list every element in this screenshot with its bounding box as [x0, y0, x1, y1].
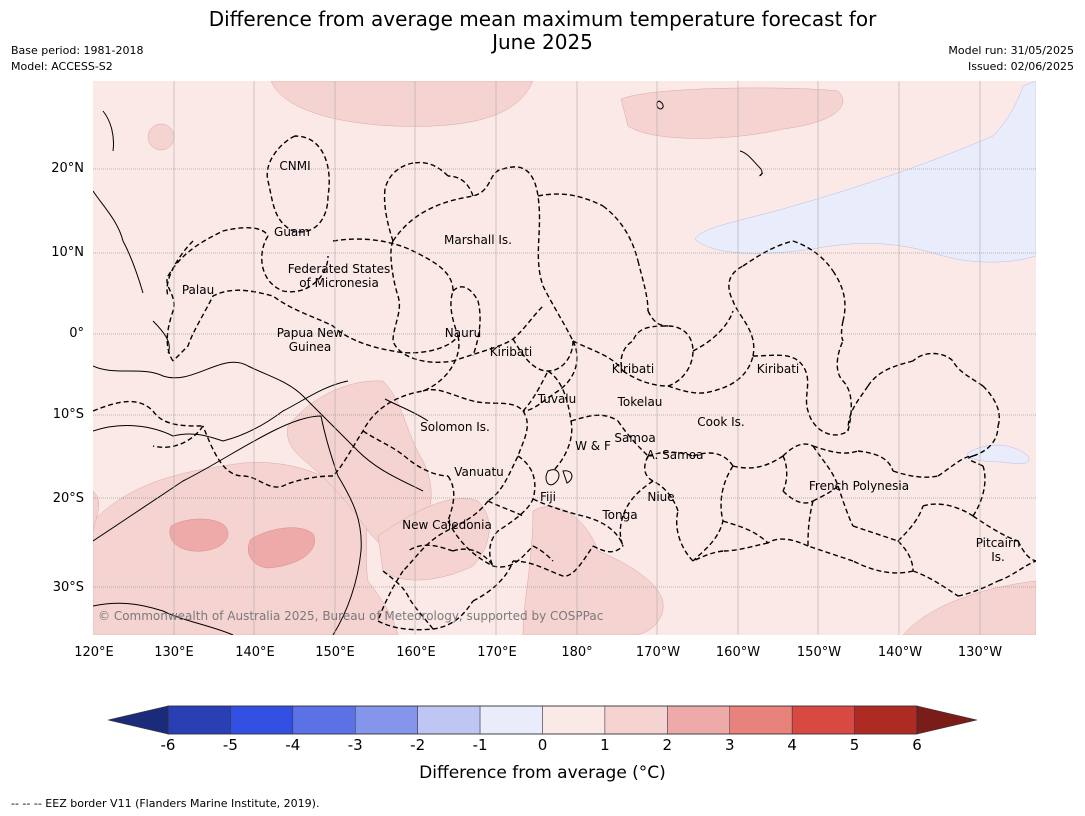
lon-label-160e: 160°E: [396, 645, 436, 660]
colorbar-tick-label: 4: [787, 736, 797, 754]
label-vanuatu: Vanuatu: [454, 465, 504, 479]
label-fsm-line-1: Federated States: [287, 262, 391, 276]
lat-label-20s: 20°S: [52, 491, 84, 506]
lon-label-170w: 170°W: [635, 645, 681, 660]
label-guam: Guam: [274, 225, 310, 239]
label-solomon-islands: Solomon Is.: [420, 420, 490, 434]
label-cook-islands: Cook Is.: [697, 415, 745, 429]
colorbar-tick-label: -1: [472, 736, 488, 754]
lon-label-140w: 140°W: [877, 645, 923, 660]
label-american-samoa: A. Samoa: [646, 448, 704, 462]
lat-label-0: 0°: [69, 326, 84, 341]
colorbar-tick-label: 2: [662, 736, 673, 754]
colorbar-segment-4: [417, 705, 481, 735]
colorbar-over-triangle: [916, 705, 978, 735]
colorbar-label: Difference from average (°C): [419, 763, 666, 783]
colorbar-tick-label: 3: [724, 736, 735, 754]
colorbar-segment-0: [167, 705, 231, 735]
label-palau: Palau: [181, 283, 215, 297]
colorbar-segment-5: [479, 705, 543, 735]
colorbar-tick-label: 6: [912, 736, 922, 754]
lat-label-30s: 30°S: [52, 580, 84, 595]
lat-label-10s: 10°S: [52, 407, 84, 422]
title-line-1: Difference from average mean maximum tem…: [208, 7, 877, 31]
label-fsm: Federated States of Micronesia: [288, 262, 390, 290]
label-pitcairn-line-2: Is.: [991, 550, 1005, 564]
colorbar: [107, 705, 978, 735]
lon-label-150w: 150°W: [796, 645, 842, 660]
label-pitcairn-line-1: Pitcairn: [975, 536, 1021, 550]
model-run: Model run: 31/05/2025: [948, 44, 1074, 57]
label-tonga: Tonga: [602, 508, 638, 522]
title-line-2: June 2025: [492, 30, 593, 54]
meta-right: Model run: 31/05/2025 Issued: 02/06/2025: [948, 43, 1074, 75]
map-panel: CNMI Guam Marshall Is. Federated States …: [93, 81, 1036, 635]
issued-date: Issued: 02/06/2025: [967, 60, 1074, 73]
colorbar-tick-label: 5: [849, 736, 860, 754]
map-title: Difference from average mean maximum tem…: [0, 8, 1085, 54]
lon-label-150e: 150°E: [315, 645, 355, 660]
colorbar-ticks: -6 -5 -4 -3 -2 -1 0 1 2 3 4 5 6: [100, 736, 985, 756]
land-coastlines: [93, 100, 764, 635]
colorbar-segment-3: [355, 705, 418, 735]
lon-label-180: 180°: [561, 645, 593, 660]
meta-left: Base period: 1981-2018 Model: ACCESS-S2: [11, 43, 143, 75]
label-kiribati-central: Kiribati: [611, 362, 655, 376]
colorbar-segment-10: [791, 705, 855, 735]
colorbar-segment-8: [667, 705, 730, 735]
lon-label-130e: 130°E: [154, 645, 194, 660]
label-tuvalu: Tuvalu: [537, 392, 577, 406]
colorbar-segment-6: [542, 705, 606, 735]
colorbar-tick-label: 0: [537, 736, 548, 754]
label-nauru: Nauru: [444, 326, 482, 340]
colorbar-tick-label: 1: [600, 736, 610, 754]
colorbar-tick-label: -3: [347, 736, 363, 754]
label-marshall-islands: Marshall Is.: [444, 233, 512, 247]
colorbar-tick-label: -4: [285, 736, 301, 754]
lon-label-160w: 160°W: [715, 645, 761, 660]
label-fiji: Fiji: [539, 490, 557, 504]
colorbar-segment-9: [729, 705, 793, 735]
label-pitcairn: Pitcairn Is.: [976, 536, 1021, 564]
map-canvas: [93, 81, 1036, 635]
label-png-line-2: Guinea: [288, 340, 332, 354]
colorbar-segments: [167, 705, 918, 735]
label-samoa: Samoa: [614, 431, 656, 445]
colorbar-segment-2: [292, 705, 356, 735]
colorbar-tick-label: -6: [160, 736, 176, 754]
colorbar-segment-7: [604, 705, 668, 735]
label-new-caledonia: New Caledonia: [402, 518, 492, 532]
anomaly-1-2-areas: [93, 81, 1036, 635]
label-png-line-1: Papua New: [276, 326, 344, 340]
anomaly-2-3-areas: [169, 518, 315, 569]
label-kiribati-west: Kiribati: [489, 345, 533, 359]
lat-label-20n: 20°N: [51, 161, 84, 176]
colorbar-tick-label: -2: [410, 736, 426, 754]
colorbar-tick-label: -5: [222, 736, 238, 754]
colorbar-under-triangle: [107, 705, 169, 735]
label-kiribati-east: Kiribati: [756, 362, 800, 376]
lon-label-170e: 170°E: [477, 645, 517, 660]
label-niue: Niue: [647, 490, 675, 504]
graticule-lines: [93, 81, 1036, 635]
eez-borders: [93, 135, 1036, 631]
colorbar-segment-11: [854, 705, 918, 735]
lon-label-130w: 130°W: [957, 645, 1003, 660]
label-png: Papua New Guinea: [277, 326, 344, 354]
lon-label-140e: 140°E: [235, 645, 275, 660]
model-name: Model: ACCESS-S2: [11, 60, 113, 73]
label-wallis-futuna: W & F: [575, 439, 611, 453]
label-fsm-line-2: of Micronesia: [299, 276, 379, 290]
eez-footnote: -- -- -- EEZ border V11 (Flanders Marine…: [11, 797, 320, 810]
label-french-polynesia: French Polynesia: [808, 479, 910, 493]
copyright-notice: © Commonwealth of Australia 2025, Bureau…: [98, 609, 604, 623]
colorbar-segment-1: [230, 705, 294, 735]
lat-label-10n: 10°N: [51, 245, 84, 260]
label-cnmi: CNMI: [279, 159, 311, 173]
label-tokelau: Tokelau: [617, 395, 663, 409]
base-period: Base period: 1981-2018: [11, 44, 144, 57]
anomaly-neg1-0-areas: [694, 81, 1036, 464]
lon-label-120e: 120°E: [74, 645, 114, 660]
